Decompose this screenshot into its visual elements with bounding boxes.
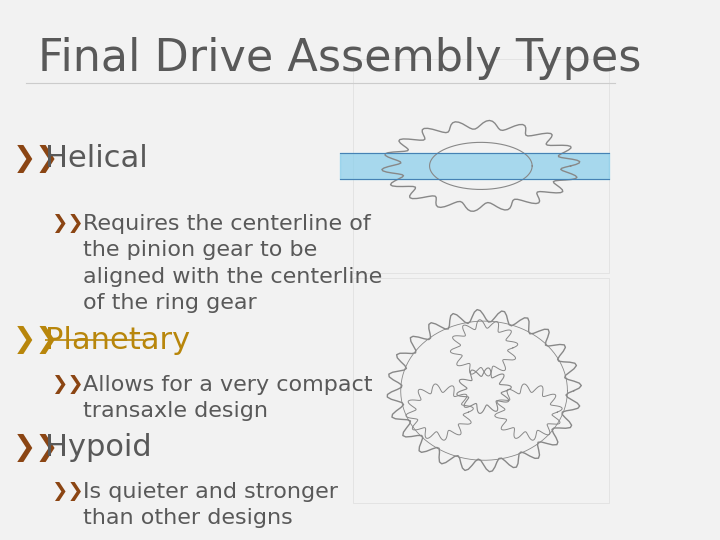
Text: ❯❯: ❯❯ [13, 434, 59, 462]
Text: ❯❯: ❯❯ [51, 375, 84, 394]
Text: Helical: Helical [45, 145, 148, 173]
Text: Is quieter and stronger
than other designs: Is quieter and stronger than other desig… [84, 482, 338, 528]
Text: ❯❯: ❯❯ [51, 482, 84, 501]
Text: Planetary: Planetary [45, 327, 190, 355]
Text: Requires the centerline of
the pinion gear to be
aligned with the centerline
of : Requires the centerline of the pinion ge… [84, 214, 382, 313]
FancyBboxPatch shape [0, 0, 647, 540]
Text: ❯❯: ❯❯ [13, 327, 59, 354]
Text: ❯❯: ❯❯ [13, 145, 59, 172]
FancyBboxPatch shape [353, 278, 609, 503]
Text: ❯❯: ❯❯ [51, 214, 84, 233]
Text: Final Drive Assembly Types: Final Drive Assembly Types [38, 37, 642, 80]
Text: Hypoid: Hypoid [45, 434, 151, 462]
Text: Allows for a very compact
transaxle design: Allows for a very compact transaxle desi… [84, 375, 373, 421]
FancyBboxPatch shape [353, 59, 609, 273]
